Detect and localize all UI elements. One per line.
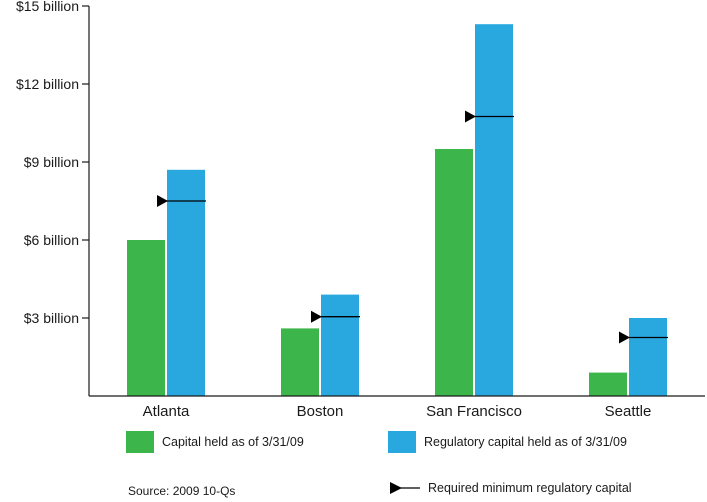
legend-swatch-capital-held xyxy=(126,431,154,453)
required-minimum-marker xyxy=(465,110,476,123)
bar-regulatory-capital xyxy=(629,318,667,396)
required-minimum-legend-icon xyxy=(390,482,420,494)
bar-regulatory-capital xyxy=(167,169,205,396)
y-tick-label: $12 billion xyxy=(16,76,79,92)
x-category-label: Seattle xyxy=(605,403,652,420)
legend-item-capital-held: Capital held as of 3/31/09 xyxy=(126,431,304,453)
legend-swatch-regulatory-capital xyxy=(388,431,416,453)
bar-regulatory-capital xyxy=(321,294,359,396)
legend-label-regulatory-capital: Regulatory capital held as of 3/31/09 xyxy=(424,435,627,449)
required-minimum-markers xyxy=(157,110,668,344)
y-tick-label: $3 billion xyxy=(24,310,79,326)
required-minimum-marker xyxy=(157,195,168,207)
bar-capital-held xyxy=(281,328,319,396)
bar-capital-held xyxy=(127,240,165,396)
x-category-label: San Francisco xyxy=(426,403,522,420)
bar-capital-held xyxy=(435,149,473,396)
x-category-label: Boston xyxy=(297,403,344,420)
required-minimum-marker xyxy=(619,331,630,344)
y-tick-label: $6 billion xyxy=(24,232,79,248)
bar-regulatory-capital xyxy=(475,24,513,396)
legend-label-capital-held: Capital held as of 3/31/09 xyxy=(162,435,304,449)
legend-item-required-minimum: Required minimum regulatory capital xyxy=(390,481,632,495)
y-axis: $3 billion $6 billion $9 billion $12 billio… xyxy=(16,0,89,326)
y-tick-label: $15 billion xyxy=(16,0,79,14)
x-axis: Atlanta Boston San Francisco Seattle xyxy=(143,403,652,420)
legend-label-required-minimum: Required minimum regulatory capital xyxy=(428,481,632,495)
y-tick-label: $9 billion xyxy=(24,154,79,170)
bars xyxy=(127,24,667,396)
source-note: Source: 2009 10-Qs xyxy=(128,484,236,498)
required-minimum-marker xyxy=(311,310,322,323)
bar-capital-held xyxy=(589,372,627,396)
x-category-label: Atlanta xyxy=(143,403,190,420)
legend-item-regulatory-capital: Regulatory capital held as of 3/31/09 xyxy=(388,431,627,453)
